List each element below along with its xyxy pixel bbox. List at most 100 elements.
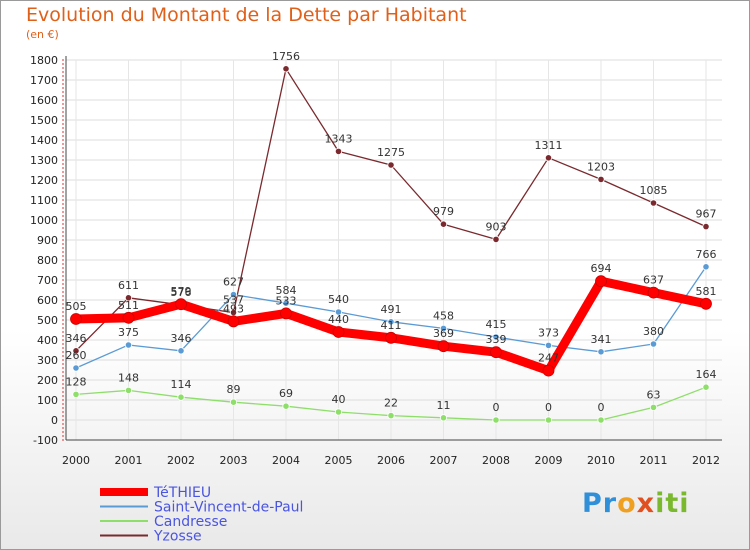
grid-lines: [66, 59, 722, 441]
data-label: 375: [118, 326, 139, 339]
x-tick-label: 2012: [692, 454, 720, 467]
x-tick-label: 2001: [115, 454, 143, 467]
data-point: [649, 403, 658, 411]
proxiti-logo: Proxiti: [582, 488, 690, 519]
data-point: [649, 340, 658, 348]
data-point: [332, 326, 345, 338]
series-lines: [70, 65, 712, 424]
data-label: 1085: [640, 184, 668, 197]
data-label: 63: [647, 388, 661, 401]
y-tick-label: 100: [37, 394, 58, 407]
data-point: [387, 318, 395, 326]
x-tick-label: 2008: [482, 454, 510, 467]
data-point: [229, 290, 238, 299]
data-label: 581: [696, 285, 717, 298]
data-label: 584: [276, 284, 297, 297]
y-tick-label: 500: [37, 314, 58, 327]
y-tick-label: 400: [37, 334, 58, 347]
data-label: 493: [223, 302, 244, 315]
legend-label: TéTHIEU: [153, 485, 211, 501]
data-point: [124, 341, 133, 349]
data-point: [702, 223, 710, 231]
data-label: 346: [66, 332, 87, 345]
data-point: [280, 307, 292, 320]
data-label: 1311: [535, 139, 563, 152]
data-point: [282, 402, 290, 410]
data-point: [334, 147, 343, 155]
y-tick-label: -100: [33, 434, 58, 447]
y-tick-label: 1400: [30, 134, 58, 147]
data-point: [72, 364, 80, 372]
x-tick-label: 2010: [587, 454, 615, 467]
data-label: 637: [643, 274, 664, 287]
data-point: [492, 416, 500, 424]
data-label: 411: [381, 319, 402, 332]
x-tick-label: 2009: [535, 454, 563, 467]
data-label: 1275: [377, 146, 405, 159]
data-point: [387, 411, 395, 420]
x-tick-label: 2002: [167, 454, 195, 467]
data-point: [72, 347, 80, 355]
axes: -100010020030040050060070080090010001100…: [30, 54, 722, 467]
data-label: 69: [279, 387, 293, 400]
data-label: 967: [696, 208, 717, 221]
data-point: [595, 275, 607, 288]
data-point: [492, 333, 500, 341]
data-label: 979: [433, 205, 454, 218]
data-point: [72, 390, 80, 398]
y-tick-label: 0: [51, 414, 58, 427]
data-point: [702, 263, 710, 271]
data-point: [544, 341, 553, 349]
chart-subtitle: (en €): [26, 28, 59, 41]
data-label: 11: [437, 399, 451, 412]
data-label: 0: [545, 401, 552, 414]
legend: TéTHIEUSaint-Vincent-de-PaulCandresseYzo…: [100, 485, 303, 545]
y-tick-label: 1700: [30, 74, 58, 87]
data-labels: 346 611 576 537 1756 1343 1275 979 903 1311 1203 10…: [66, 50, 717, 414]
data-label: 89: [227, 383, 241, 396]
y-tick-label: 900: [37, 234, 58, 247]
data-point: [439, 220, 448, 228]
data-point: [647, 286, 660, 299]
data-point: [282, 299, 290, 307]
data-point: [439, 414, 448, 422]
data-label: 339: [486, 333, 507, 346]
data-point: [177, 393, 185, 401]
data-point: [282, 65, 290, 73]
data-point: [177, 347, 185, 355]
y-tick-label: 1300: [30, 154, 58, 167]
data-point: [492, 235, 500, 243]
data-point: [597, 175, 605, 183]
data-point: [544, 154, 553, 162]
y-tick-label: 1800: [30, 54, 58, 67]
data-point: [385, 331, 397, 344]
x-tick-label: 2006: [377, 454, 405, 467]
data-label: 766: [696, 248, 717, 261]
data-point: [334, 408, 343, 416]
data-point: [70, 313, 82, 325]
data-label: 903: [486, 220, 507, 233]
y-tick-label: 600: [37, 294, 58, 307]
data-label: 627: [223, 276, 244, 289]
y-tick-label: 300: [37, 354, 58, 367]
data-point: [649, 199, 658, 207]
x-tick-label: 2003: [220, 454, 248, 467]
data-point: [597, 416, 605, 424]
data-label: 114: [171, 378, 192, 391]
data-label: 148: [118, 371, 139, 384]
x-tick-label: 2011: [640, 454, 668, 467]
data-label: 694: [591, 262, 612, 275]
data-label: 373: [538, 326, 559, 339]
data-point: [437, 340, 450, 353]
data-label: 491: [381, 303, 402, 316]
y-tick-label: 1500: [30, 114, 58, 127]
y-tick-label: 1000: [30, 214, 58, 227]
data-label: 128: [66, 375, 87, 388]
data-label: 341: [591, 333, 612, 346]
data-label: 40: [332, 393, 346, 406]
data-label: 611: [118, 279, 139, 292]
chart-title: Evolution du Montant de la Dette par Hab…: [26, 4, 467, 26]
data-label: 505: [66, 300, 87, 313]
data-point: [229, 398, 238, 406]
